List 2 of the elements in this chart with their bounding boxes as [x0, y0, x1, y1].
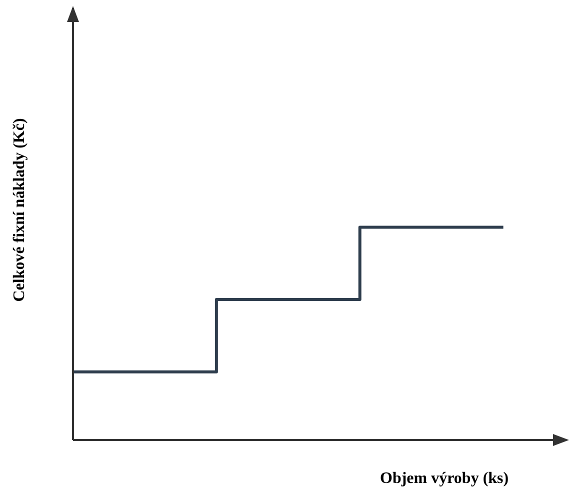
x-axis-title: Objem výroby (ks)	[380, 470, 509, 488]
y-axis-title: Celkové fixní náklady (Kč)	[11, 118, 29, 302]
